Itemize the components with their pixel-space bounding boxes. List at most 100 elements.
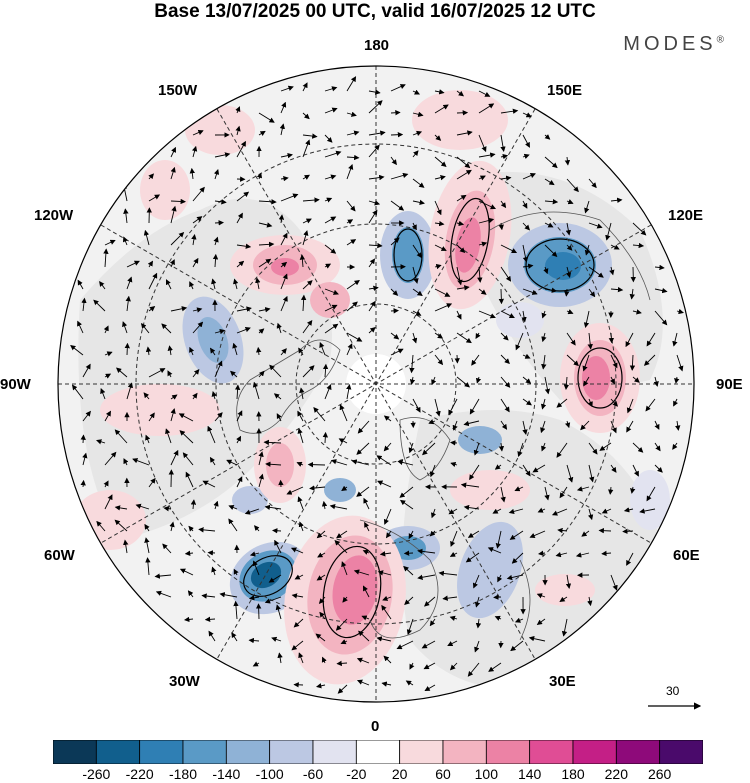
wind-arrow	[544, 376, 551, 395]
wind-arrow	[587, 596, 593, 607]
wind-arrow	[544, 287, 558, 293]
wind-arrow	[170, 408, 176, 422]
wind-arrow	[500, 200, 507, 209]
wind-arrow	[324, 263, 332, 269]
wind-arrow	[368, 258, 376, 268]
wind-arrow	[434, 200, 442, 216]
wind-arrow	[478, 103, 495, 114]
wind-arrow	[338, 438, 348, 444]
wind-arrow	[608, 486, 614, 495]
wind-arrow	[280, 175, 289, 182]
wind-arrow	[474, 640, 480, 653]
wind-arrow	[576, 486, 590, 492]
wind-arrow	[522, 200, 528, 209]
wind-arrow	[263, 439, 282, 446]
wind-arrow	[390, 132, 404, 138]
wind-arrow	[521, 310, 527, 323]
wind-arrow	[255, 603, 262, 620]
wind-arrow	[336, 530, 348, 539]
wind-arrow	[302, 365, 315, 378]
wind-arrow	[316, 574, 326, 581]
wind-arrow	[104, 373, 112, 379]
wind-arrow	[368, 326, 376, 334]
wind-arrow	[80, 434, 86, 444]
wind-arrow	[324, 197, 333, 203]
wind-arrow	[143, 229, 150, 246]
wind-arrow	[236, 212, 243, 224]
wind-arrow	[264, 504, 282, 511]
wind-arrow	[228, 505, 238, 511]
wind-arrow	[324, 323, 339, 334]
wind-arrow	[244, 508, 260, 515]
wind-arrow	[610, 464, 617, 473]
wind-arrow	[626, 552, 634, 566]
wind-arrow	[258, 328, 265, 334]
wind-arrow	[144, 537, 150, 554]
wind-arrow	[382, 595, 392, 601]
wind-arrow	[654, 464, 663, 473]
wind-arrow	[213, 169, 220, 180]
wind-arrow	[601, 508, 612, 514]
wind-arrow	[456, 220, 465, 227]
wind-arrow	[299, 387, 305, 400]
wind-arrow	[302, 280, 313, 290]
wind-arrow	[211, 391, 217, 400]
wind-arrow	[434, 156, 447, 167]
wind-arrow	[566, 244, 573, 251]
colorbar-label: 100	[474, 766, 499, 782]
wind-arrow	[412, 150, 419, 158]
wind-arrow	[551, 508, 568, 516]
wind-arrow	[500, 153, 509, 160]
wind-arrow	[346, 111, 357, 117]
wind-arrow	[368, 285, 379, 291]
wind-arrow	[544, 156, 558, 169]
wind-arrow	[302, 133, 318, 139]
wind-arrow	[417, 548, 436, 555]
colorbar-label: -180	[168, 766, 198, 782]
wind-arrow	[258, 258, 272, 268]
wind-arrow	[258, 112, 275, 123]
wind-arrow	[184, 550, 194, 556]
wind-arrow	[517, 442, 524, 457]
wind-arrow	[271, 636, 282, 642]
wind-arrow	[538, 550, 546, 556]
wind-arrow	[409, 354, 415, 374]
wind-arrow	[522, 398, 532, 406]
wind-arrow	[498, 222, 504, 231]
wind-arrow	[258, 473, 264, 488]
wind-arrow	[361, 615, 370, 621]
wind-arrow	[448, 508, 458, 515]
wind-arrow	[467, 662, 480, 677]
wind-arrow	[456, 169, 472, 180]
wind-arrow	[675, 420, 681, 431]
wind-arrow	[500, 134, 506, 152]
wind-arrow	[167, 370, 173, 378]
wind-arrow	[143, 392, 150, 400]
wind-arrow	[450, 440, 458, 446]
lon-label-120w: 120W	[34, 207, 74, 224]
wind-arrow	[192, 321, 204, 334]
wind-arrow	[500, 244, 518, 254]
wind-arrow	[449, 551, 458, 557]
wind-arrow	[430, 508, 437, 519]
wind-arrow	[646, 332, 656, 347]
wind-arrow	[412, 178, 425, 188]
wind-arrow	[346, 343, 353, 356]
wind-arrow	[537, 507, 546, 513]
wind-arrow	[438, 570, 458, 577]
wind-arrow	[192, 392, 198, 400]
wind-arrow	[192, 257, 199, 268]
wind-arrow	[280, 348, 287, 356]
wind-arrow	[231, 632, 238, 642]
wind-arrow	[598, 527, 612, 534]
wind-arrow	[645, 398, 656, 412]
wind-arrow	[563, 376, 570, 390]
wind-arrow	[676, 354, 684, 372]
wind-arrow	[324, 244, 337, 254]
wind-arrow	[185, 471, 194, 488]
colorbar-swatch	[659, 740, 703, 764]
wind-arrow	[302, 82, 308, 92]
wind-arrow	[449, 615, 458, 621]
wind-arrow	[529, 530, 546, 539]
wind-arrow	[258, 307, 271, 313]
